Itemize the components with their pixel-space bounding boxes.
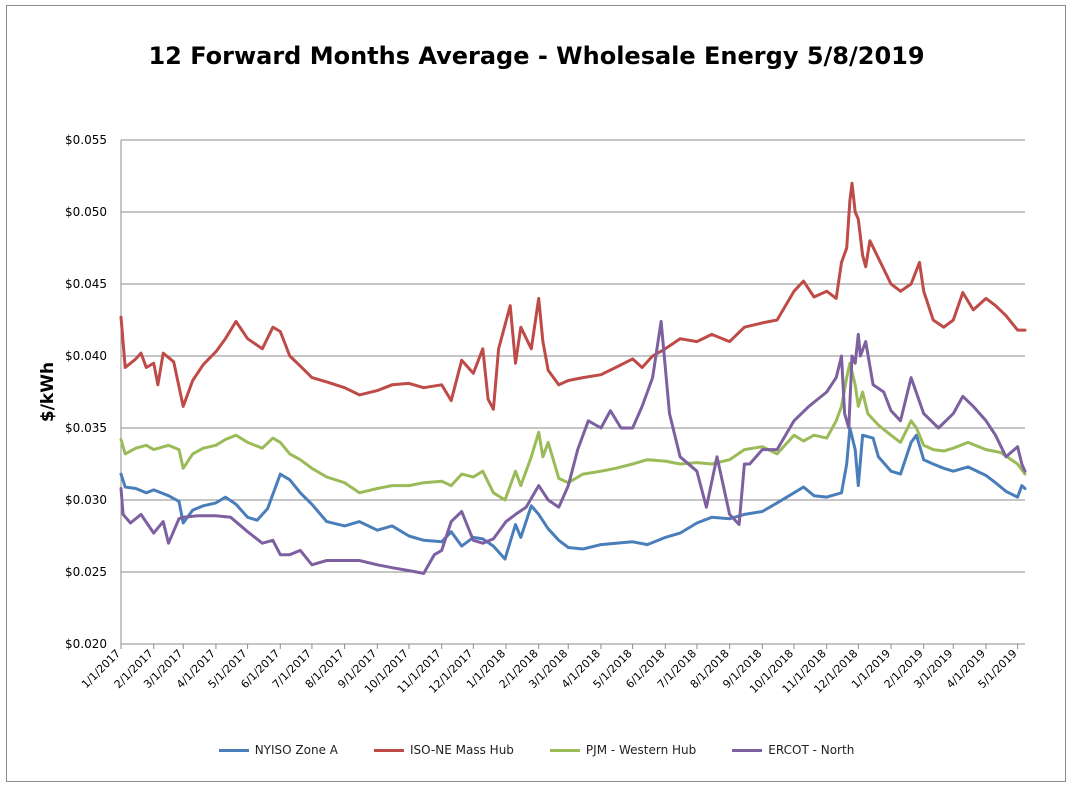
y-tick-label: $0.040 xyxy=(65,349,107,363)
legend-label: ERCOT - North xyxy=(768,743,855,757)
legend-swatch xyxy=(218,748,249,752)
legend-item: ERCOT - North xyxy=(732,743,854,757)
series-line-nyiso-zone-a xyxy=(119,426,1027,561)
series-line-ercot-north xyxy=(119,319,1027,575)
series-line-pjm-western-hub xyxy=(119,361,1027,502)
legend-swatch xyxy=(549,748,580,752)
series-line-iso-ne-mass-hub xyxy=(119,181,1027,411)
y-tick-label: $0.055 xyxy=(65,133,107,147)
y-tick-label: $0.025 xyxy=(65,565,107,579)
legend-swatch xyxy=(732,748,763,752)
y-tick-label: $0.035 xyxy=(65,421,107,435)
y-tick-label: $0.020 xyxy=(65,637,107,651)
y-tick-label: $0.050 xyxy=(65,205,107,219)
legend-label: NYISO Zone A xyxy=(254,743,338,757)
chart-frame xyxy=(6,5,1066,782)
legend: NYISO Zone A ISO-NE Mass Hub PJM - Western… xyxy=(0,743,1073,757)
legend-item: PJM - Western Hub xyxy=(549,743,697,757)
legend-label: PJM - Western Hub xyxy=(585,743,697,757)
legend-item: ISO-NE Mass Hub xyxy=(374,743,514,757)
y-tick-label: $0.030 xyxy=(65,493,107,507)
y-tick-label: $0.045 xyxy=(65,277,107,291)
chart-title: 12 Forward Months Average - Wholesale En… xyxy=(148,42,925,70)
legend-swatch xyxy=(374,748,404,752)
legend-item: NYISO Zone A xyxy=(218,743,338,757)
legend-label: ISO-NE Mass Hub xyxy=(410,743,514,757)
